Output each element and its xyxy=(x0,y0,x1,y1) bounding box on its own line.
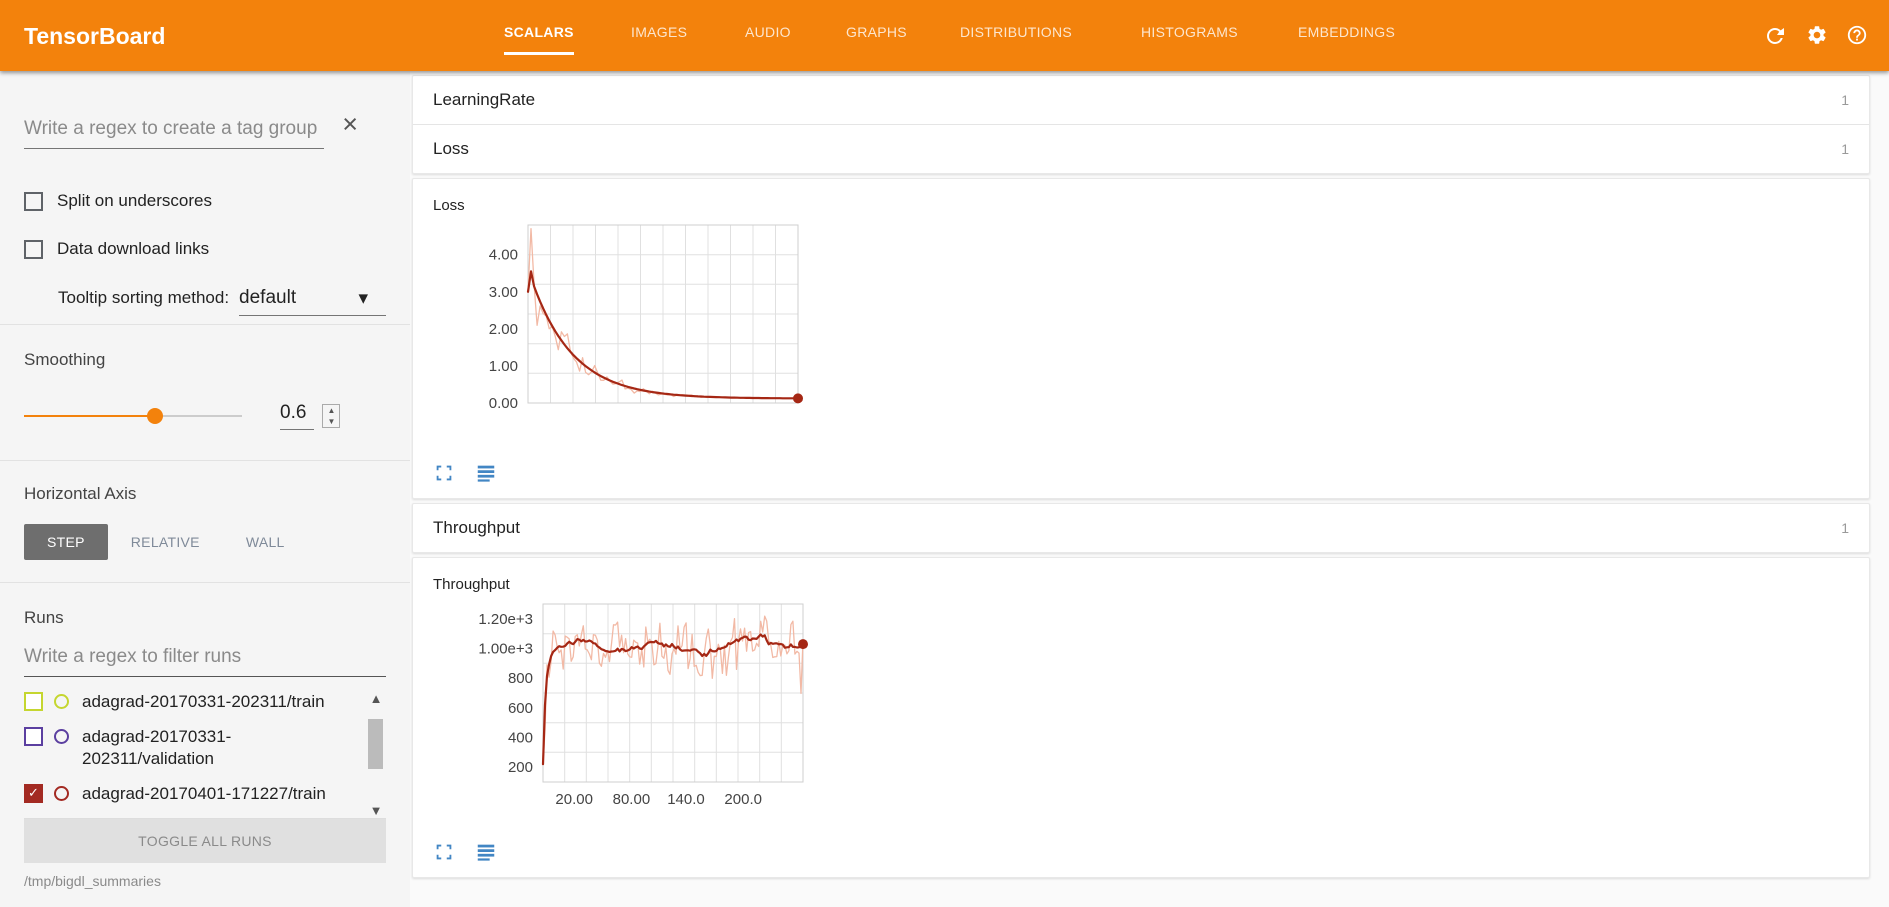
svg-text:140.0: 140.0 xyxy=(667,791,705,808)
svg-text:600: 600 xyxy=(508,700,533,717)
svg-text:1.00: 1.00 xyxy=(489,358,518,375)
svg-text:200.0: 200.0 xyxy=(724,791,762,808)
svg-text:800: 800 xyxy=(508,670,533,687)
svg-text:400: 400 xyxy=(508,730,533,747)
svg-text:2.00: 2.00 xyxy=(489,321,518,338)
svg-text:80.00: 80.00 xyxy=(613,791,651,808)
svg-text:3.00: 3.00 xyxy=(489,284,518,301)
svg-text:1.00e+3: 1.00e+3 xyxy=(478,641,533,658)
svg-text:4.00: 4.00 xyxy=(489,247,518,264)
svg-text:1.20e+3: 1.20e+3 xyxy=(478,611,533,628)
svg-text:0.00: 0.00 xyxy=(489,395,518,412)
svg-text:200: 200 xyxy=(508,759,533,776)
svg-text:20.00: 20.00 xyxy=(555,791,593,808)
